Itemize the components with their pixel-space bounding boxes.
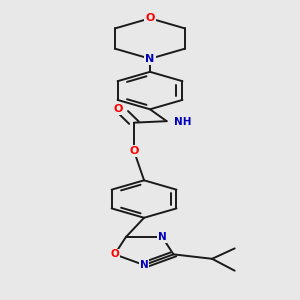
Text: N: N [158, 232, 167, 242]
Text: O: O [145, 13, 155, 23]
Text: N: N [146, 54, 154, 64]
Text: O: O [129, 146, 139, 156]
Text: O: O [114, 104, 123, 114]
Text: O: O [110, 249, 119, 259]
Text: N: N [140, 260, 148, 270]
Text: NH: NH [174, 117, 191, 127]
